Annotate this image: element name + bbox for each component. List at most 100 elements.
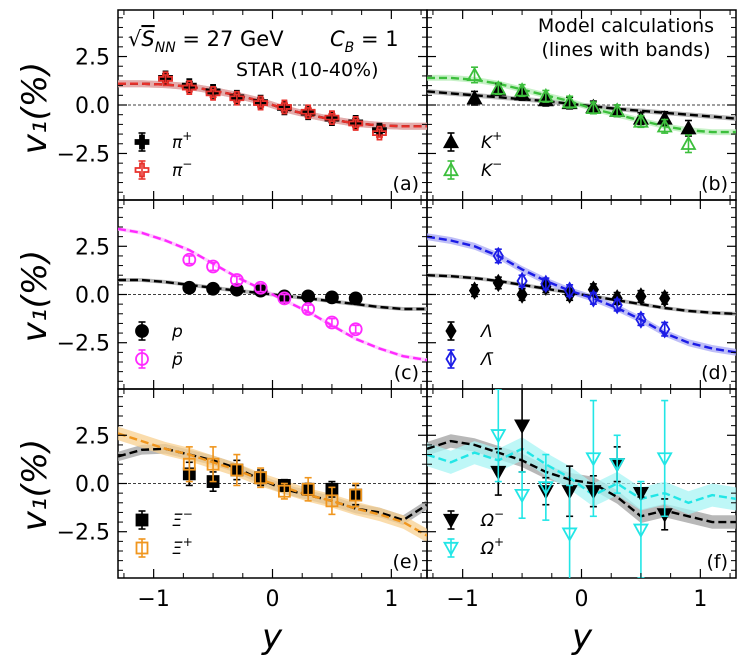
y-tick-label: 0.0 [75,94,110,119]
plot-area [427,66,736,154]
data-point [492,273,504,293]
legend-label-sup: + [183,535,193,549]
data-point [516,285,528,304]
legend-label-base: π [172,133,183,153]
legend: K+K− [442,129,502,181]
data-point [466,66,483,82]
model-line-1 [118,227,427,362]
x-axis-label-left: y [261,617,283,657]
energy-subscript: NN [155,40,176,56]
legend-marker [135,513,149,527]
y-axis-label-row2: v₁(%) [15,250,55,343]
x-tick-label: 0 [266,587,280,612]
data-point [301,289,316,304]
y-axis-label-row1: v₁(%) [15,62,55,155]
data-point [490,80,507,95]
legend-label: π+ [172,129,192,153]
series-1 [182,446,363,516]
model-line-1 [118,432,427,537]
panel-a: π+π−(a)−2.50.02.5 [57,10,427,200]
legend-marker [445,321,457,341]
data-point [181,80,197,95]
panel-label: (c) [394,362,419,384]
plot-area [427,233,736,356]
data-point [348,322,363,337]
data-point [537,87,554,103]
legend-marker [134,134,150,150]
model-band-1 [427,233,736,356]
data-point [587,289,599,308]
legend-label-base: p [171,322,183,342]
energy-sqrt-symbol: √ [128,27,142,51]
legend-label-base: Ω [480,511,494,531]
legend-label: Λ̄ [479,350,494,370]
legend-label-sup: − [492,157,502,171]
data-point [229,90,245,106]
data-point [585,452,602,467]
data-point [349,488,363,502]
energy-value: = 27 GeV [176,27,285,51]
model-line-1 [427,235,736,354]
energy-variable: S [141,27,154,51]
data-point [277,291,292,306]
data-point [540,274,552,294]
data-point [325,494,339,508]
plot-area [118,227,427,362]
legend-marker [445,349,457,369]
data-point [516,271,528,291]
x-tick-label: −1 [446,587,478,612]
data-point [182,457,196,471]
data-point [182,252,197,267]
data-point [206,457,220,471]
legend-marker [134,162,150,178]
data-point [182,280,197,295]
legend-label-base: Λ̄ [479,350,494,370]
data-point [348,291,363,306]
legend: π+ π− [134,129,192,181]
legend-label: Ξ+ [172,535,193,559]
data-point [229,273,244,287]
y-tick-label: −2.5 [57,521,110,546]
model-annotation-line1: Model calculations [538,15,714,37]
series-1 [182,252,363,337]
legend-label-base: p̄ [171,350,183,370]
data-point [206,281,220,296]
y-tick-label: −2.5 [57,332,110,357]
data-point [325,315,339,330]
ticks [427,10,736,200]
data-point [611,295,623,315]
legend-label-sup: + [182,129,192,143]
model-line-0 [427,274,736,315]
data-point [632,523,649,539]
panel-label: (f) [706,551,728,573]
legend-marker [442,161,460,177]
panel-d: Λ Λ̄ (d) [427,200,736,389]
series-1 [492,246,671,339]
model-line-0 [118,278,427,311]
ticks [427,200,736,389]
data-point [300,104,316,120]
data-point [659,319,671,339]
legend-label-sup: − [183,507,193,521]
data-point [537,481,554,496]
y-tick-label: 2.5 [75,46,110,71]
x-tick-label: 1 [384,587,398,612]
model-line-0 [427,90,736,120]
x-tick-label: 1 [693,587,707,612]
data-point [325,290,339,305]
y-axis-label-text-row3: v₁(%) [15,439,55,532]
legend-label-base: Λ [479,322,493,342]
y-tick-label: 2.5 [75,235,110,260]
data-point [514,419,531,434]
panel-e: Ξ−Ξ+(e)−2.50.02.5−1 0 1 [57,389,427,612]
experiment-annotation: STAR (10-40%) [236,59,379,81]
legend-label: π− [172,157,192,181]
data-point [490,429,507,444]
x-tick-label: 0 [575,587,589,612]
legend-label: p [171,322,183,342]
ticks [427,389,736,578]
data-point [635,310,647,329]
legend-label-base: Ξ [172,511,183,531]
model-line-0 [427,439,736,524]
